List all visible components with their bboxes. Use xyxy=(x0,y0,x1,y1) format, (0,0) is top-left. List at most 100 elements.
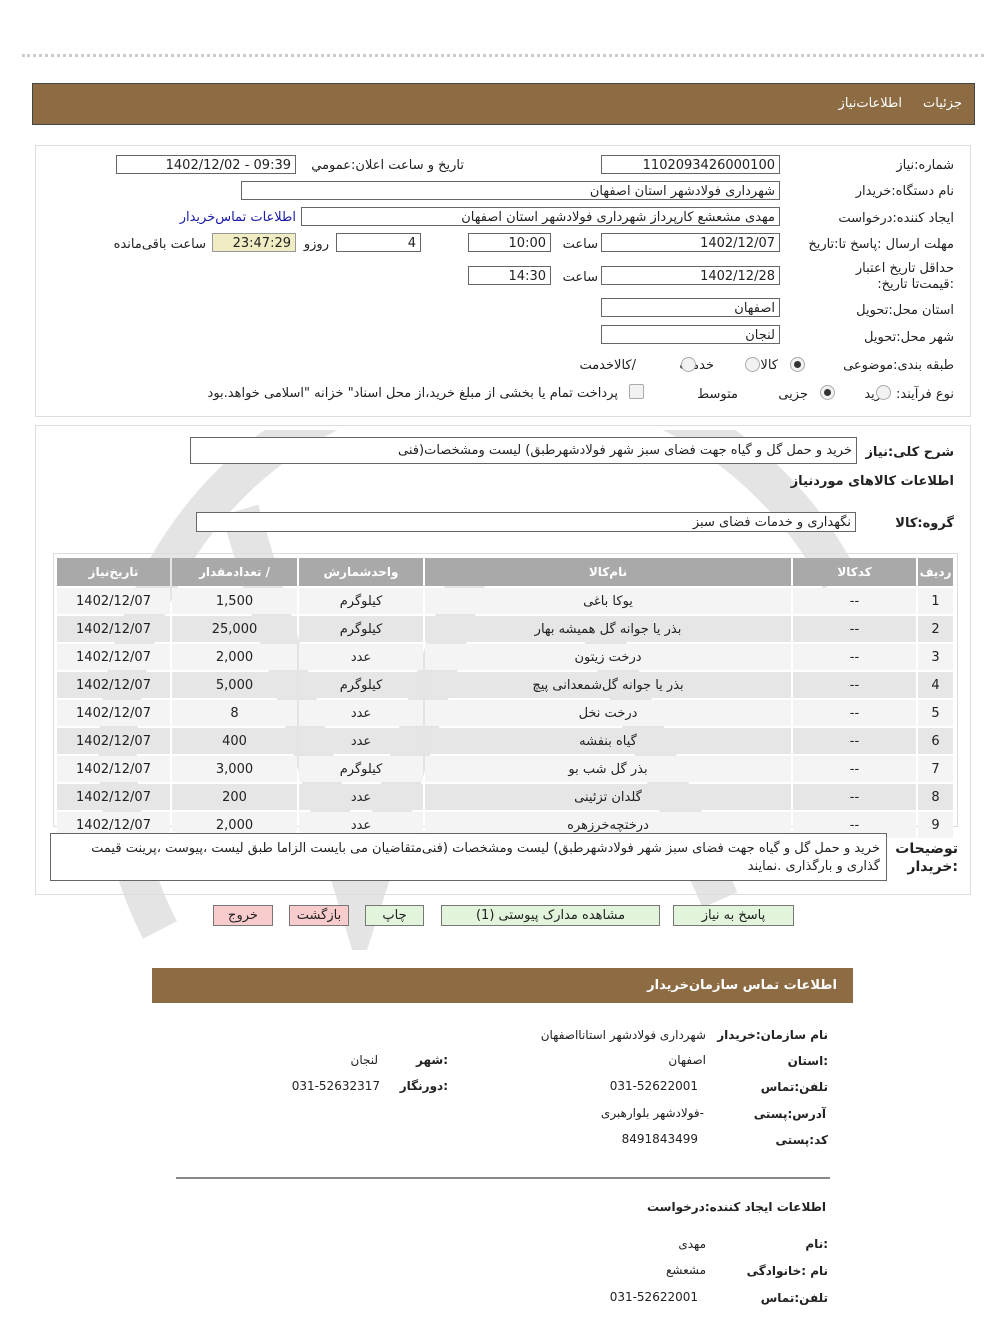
creator-name-label: :نام xyxy=(805,1237,828,1251)
buyer-notes-label: توضیحات :خریدار xyxy=(895,841,958,875)
category-label: طبقه بندی:موضوعی xyxy=(843,358,954,373)
postal-label: کد:پستی xyxy=(775,1133,828,1147)
print-button[interactable]: چاپ xyxy=(365,905,424,926)
back-button[interactable]: بازگشت xyxy=(289,905,349,926)
cell-unit: عدد xyxy=(299,784,423,810)
cell-date: 1402/12/07 xyxy=(57,644,170,670)
cell-row: 6 xyxy=(918,728,953,754)
org-label: نام سازمان:خریدار xyxy=(717,1028,828,1042)
table-row: 5 -- درخت نخل عدد 8 1402/12/07 xyxy=(57,700,953,726)
summary-field: خرید و حمل گل و گیاه جهت فضای سبز شهر فو… xyxy=(190,437,857,464)
creator-field: مهدی مشعشع کارپرداز شهرداری فولادشهر است… xyxy=(301,207,780,226)
address-value: -فولادشهر بلوارهبری xyxy=(600,1106,704,1120)
col-name: نام‌کالا xyxy=(425,558,791,586)
table-row: 8 -- گلدان تزئینی عدد 200 1402/12/07 xyxy=(57,784,953,810)
cell-name: بذر گل شب بو xyxy=(425,756,791,782)
breadcrumb-need-info[interactable]: اطلاعات‌نیاز xyxy=(838,96,902,111)
phone-value: 031-52622001 xyxy=(609,1079,698,1093)
cell-unit: عدد xyxy=(299,700,423,726)
contact-title: اطلاعات تماس سازمان‌خریدار xyxy=(647,978,837,993)
cell-code: -- xyxy=(793,700,916,726)
buyer-notes-field: خرید و حمل گل و گیاه جهت فضای سبز شهر فو… xyxy=(50,833,887,881)
buyer-contact-link[interactable]: اطلاعات تماس‌خریدار xyxy=(179,210,296,225)
view-attachments-button[interactable]: مشاهده مدارک پیوستی (1) xyxy=(441,905,660,926)
category-radio-both[interactable] xyxy=(680,357,696,372)
cell-row: 8 xyxy=(918,784,953,810)
cell-unit: کیلوگرم xyxy=(299,616,423,642)
fax-value: 031-52632317 xyxy=(291,1079,380,1093)
cell-code: -- xyxy=(793,672,916,698)
need-number-field: 1102093426000100 xyxy=(601,155,780,174)
validity-time-label: ساعت xyxy=(562,270,598,285)
cell-unit: کیلوگرم xyxy=(299,672,423,698)
days-field: 4 xyxy=(336,233,421,252)
cell-unit: عدد xyxy=(299,644,423,670)
process-option-medium: متوسط xyxy=(697,387,738,402)
goods-group-field: نگهداری و خدمات فضای سبز xyxy=(196,512,856,532)
cell-row: 1 xyxy=(918,588,953,614)
cell-name: بذر یا جوانه گل همیشه بهار xyxy=(425,616,791,642)
city-label: شهر محل:تحویل xyxy=(864,330,954,345)
remaining-label: ساعت باقی‌مانده xyxy=(113,237,206,252)
cell-date: 1402/12/07 xyxy=(57,756,170,782)
org-value: شهرداری فولادشهر استانااصفهان xyxy=(540,1028,706,1042)
cell-unit: کیلوگرم xyxy=(299,756,423,782)
city-field: لنجان xyxy=(601,325,780,344)
contact-city-value: لنجان xyxy=(350,1053,379,1067)
table-row: 6 -- گیاه بنفشه عدد 400 1402/12/07 xyxy=(57,728,953,754)
need-number-label: شماره:نیاز xyxy=(896,158,954,173)
summary-label: شرح کلی:نیاز xyxy=(865,445,954,460)
category-option-goods: کالا xyxy=(760,358,778,373)
deadline-time-field: 10:00 xyxy=(468,233,551,252)
announce-field: 1402/12/02 - 09:39 xyxy=(116,155,296,174)
treasury-payment-checkbox[interactable] xyxy=(629,384,644,399)
exit-button[interactable]: خروج xyxy=(213,905,273,926)
col-row: ردیف xyxy=(918,558,953,586)
creator-info-title: اطلاعات ایجاد کننده:درخواست xyxy=(646,1200,826,1214)
cell-name: درخت نخل xyxy=(425,700,791,726)
cell-code: -- xyxy=(793,728,916,754)
announce-label: تاریخ و ساعت اعلان:عمومي xyxy=(311,158,464,173)
cell-row: 2 xyxy=(918,616,953,642)
cell-date: 1402/12/07 xyxy=(57,784,170,810)
phone-label: تلفن:تماس xyxy=(760,1080,828,1094)
days-label: روزو xyxy=(303,237,329,252)
deadline-label: مهلت ارسال :پاسخ تا:تاریخ xyxy=(808,237,954,252)
cell-name: یوکا باغی xyxy=(425,588,791,614)
cell-date: 1402/12/07 xyxy=(57,700,170,726)
table-header-row: ردیف کدکالا نام‌کالا واحدشمارش / تعدادمق… xyxy=(57,558,953,586)
deadline-time-label: ساعت xyxy=(562,237,598,252)
col-date: تاریخ‌نیاز xyxy=(57,558,170,586)
cell-name: بذر یا جوانه گل‌شمعدانی پیچ xyxy=(425,672,791,698)
validity-date-field: 1402/12/28 xyxy=(601,266,780,285)
process-radio-medium[interactable] xyxy=(820,385,836,400)
creator-phone-value: 031-52622001 xyxy=(609,1290,698,1304)
table-row: 3 -- درخت زیتون عدد 2,000 1402/12/07 xyxy=(57,644,953,670)
cell-quantity: 200 xyxy=(172,784,297,810)
process-radio-minor[interactable] xyxy=(876,385,892,400)
cell-date: 1402/12/07 xyxy=(57,728,170,754)
table-row: 7 -- بذر گل شب بو کیلوگرم 3,000 1402/12/07 xyxy=(57,756,953,782)
cell-date: 1402/12/07 xyxy=(57,588,170,614)
cell-name: گیاه بنفشه xyxy=(425,728,791,754)
creator-family-label: نام :خانوادگی xyxy=(746,1264,828,1278)
cell-date: 1402/12/07 xyxy=(57,672,170,698)
remaining-time-field: 23:47:29 xyxy=(212,233,296,252)
category-radio-service[interactable] xyxy=(744,357,760,372)
goods-section-title: اطلاعات کالاهای موردنیاز xyxy=(790,474,954,489)
cell-name: درخت زیتون xyxy=(425,644,791,670)
cell-code: -- xyxy=(793,644,916,670)
cell-quantity: 8 xyxy=(172,700,297,726)
category-radio-goods[interactable] xyxy=(790,357,805,372)
contact-header: اطلاعات تماس سازمان‌خریدار xyxy=(152,968,853,1003)
province-label: استان محل:تحویل xyxy=(856,303,954,318)
category-option-both: /کالاخدمت xyxy=(579,358,636,373)
creator-phone-label: تلفن:تماس xyxy=(760,1291,828,1305)
reply-button[interactable]: پاسخ به نیاز xyxy=(673,905,794,926)
breadcrumb-details[interactable]: جزئیات xyxy=(923,96,962,111)
cell-quantity: 1,500 xyxy=(172,588,297,614)
postal-value: 8491843499 xyxy=(621,1132,698,1146)
col-unit: واحدشمارش xyxy=(299,558,423,586)
cell-row: 9 xyxy=(918,812,953,838)
buyer-org-field: شهرداری فولادشهر استان اصفهان xyxy=(241,181,780,200)
